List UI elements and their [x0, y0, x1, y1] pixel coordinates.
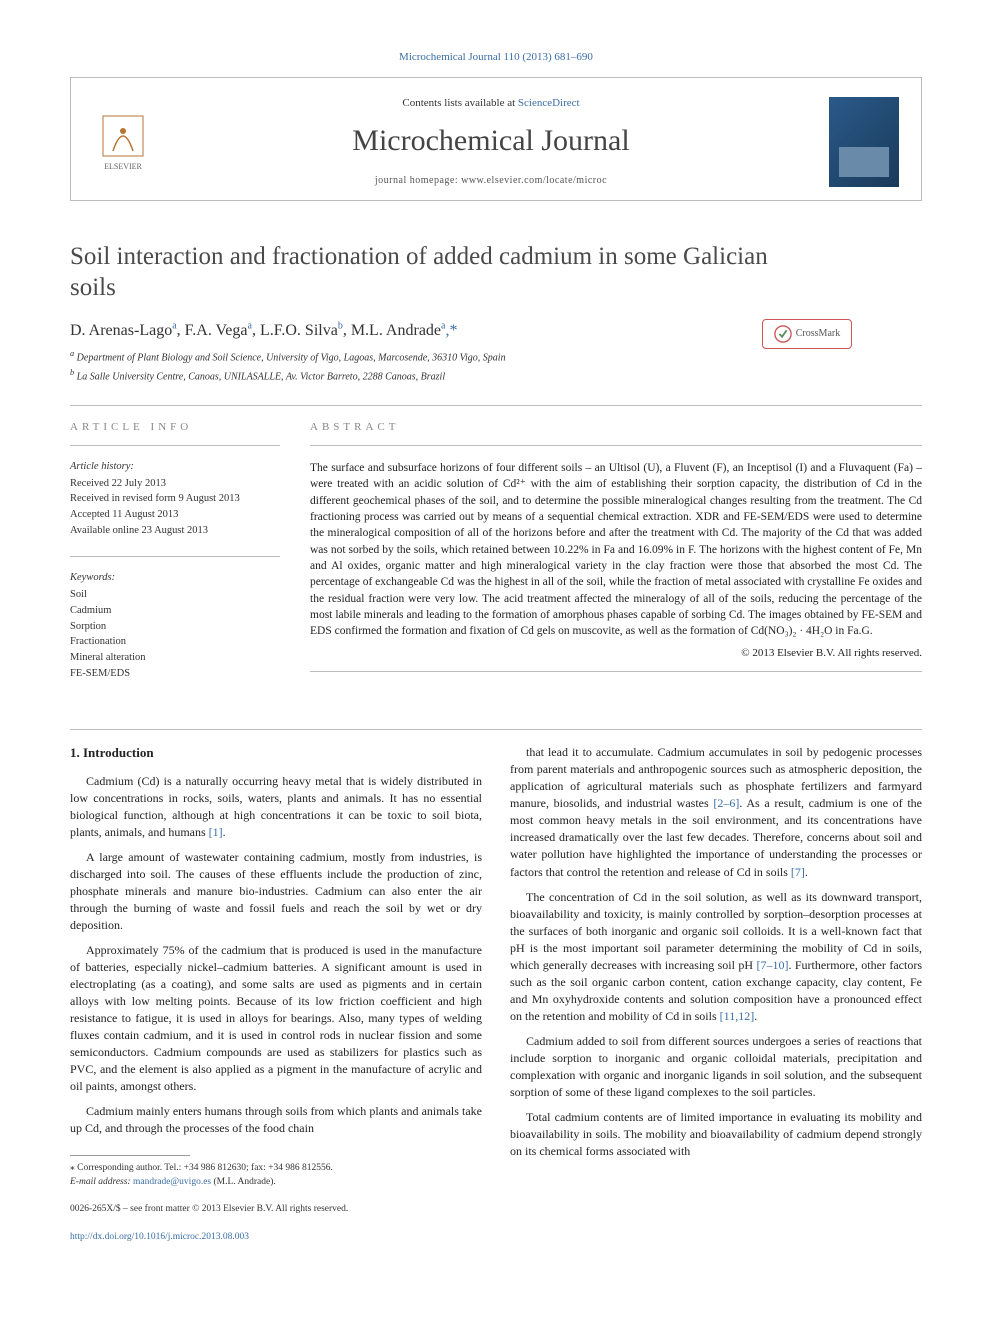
history-item: Received in revised form 9 August 2013 [70, 492, 280, 507]
keyword: Soil [70, 588, 280, 603]
keyword: FE-SEM/EDS [70, 667, 280, 682]
body-paragraph: Total cadmium contents are of limited im… [510, 1109, 922, 1160]
crossmark-label: CrossMark [796, 327, 840, 341]
author: D. Arenas-Lagoa [70, 322, 177, 339]
history-heading: Article history: [70, 460, 280, 475]
author: L.F.O. Silvab [260, 322, 343, 339]
contents-prefix: Contents lists available at [402, 97, 517, 109]
journal-header: ELSEVIER Contents lists available at Sci… [70, 77, 922, 200]
front-matter-line: 0026-265X/$ – see front matter © 2013 El… [70, 1203, 482, 1216]
body-paragraph: Approximately 75% of the cadmium that is… [70, 942, 482, 1095]
body-paragraph: that lead it to accumulate. Cadmium accu… [510, 744, 922, 880]
divider [310, 445, 922, 446]
section-heading: 1. Introduction [70, 744, 482, 762]
history-item: Available online 23 August 2013 [70, 524, 280, 539]
abstract-copyright: © 2013 Elsevier B.V. All rights reserved… [310, 646, 922, 661]
body-paragraph: Cadmium (Cd) is a naturally occurring he… [70, 773, 482, 841]
author: M.L. Andradea,* [351, 322, 458, 339]
contents-lists-line: Contents lists available at ScienceDirec… [153, 96, 829, 111]
keyword: Sorption [70, 620, 280, 635]
divider [310, 671, 922, 672]
body-paragraph: The concentration of Cd in the soil solu… [510, 889, 922, 1025]
article-info-label: ARTICLE INFO [70, 420, 280, 435]
divider [70, 729, 922, 730]
affiliation-a: a Department of Plant Biology and Soil S… [70, 348, 922, 365]
abstract-text: The surface and subsurface horizons of f… [310, 460, 922, 640]
divider [70, 445, 280, 446]
keyword: Fractionation [70, 635, 280, 650]
affiliations: a Department of Plant Biology and Soil S… [70, 348, 922, 385]
email-owner: (M.L. Andrade). [214, 1177, 276, 1187]
journal-homepage: journal homepage: www.elsevier.com/locat… [153, 174, 829, 188]
keyword: Cadmium [70, 604, 280, 619]
body-paragraph: Cadmium added to soil from different sou… [510, 1033, 922, 1101]
abstract-label: ABSTRACT [310, 420, 922, 435]
journal-name: Microchemical Journal [153, 120, 829, 162]
corresponding-author-note: ⁎ Corresponding author. Tel.: +34 986 81… [70, 1162, 482, 1189]
author: F.A. Vegaa [185, 322, 252, 339]
keywords-block: Keywords: Soil Cadmium Sorption Fraction… [70, 571, 280, 681]
journal-cover-thumb [829, 97, 899, 187]
email-label: E-mail address: [70, 1177, 131, 1187]
body-left-column: 1. Introduction Cadmium (Cd) is a natura… [70, 744, 482, 1244]
article-title: Soil interaction and fractionation of ad… [70, 241, 790, 304]
body-right-column: that lead it to accumulate. Cadmium accu… [510, 744, 922, 1244]
article-history: Article history: Received 22 July 2013 R… [70, 460, 280, 538]
corresponding-email-link[interactable]: mandrade@uvigo.es [133, 1177, 211, 1187]
keyword: Mineral alteration [70, 651, 280, 666]
body-paragraph: A large amount of wastewater containing … [70, 849, 482, 934]
footnote-rule [70, 1155, 190, 1156]
publisher-logo: ELSEVIER [93, 107, 153, 177]
history-item: Received 22 July 2013 [70, 477, 280, 492]
crossmark-badge[interactable]: CrossMark [762, 319, 852, 349]
divider [70, 405, 922, 406]
history-item: Accepted 11 August 2013 [70, 508, 280, 523]
divider [70, 556, 280, 557]
top-citation: Microchemical Journal 110 (2013) 681–690 [70, 50, 922, 65]
sciencedirect-link[interactable]: ScienceDirect [518, 97, 580, 109]
affiliation-b: b La Salle University Centre, Canoas, UN… [70, 367, 922, 384]
body-paragraph: Cadmium mainly enters humans through soi… [70, 1103, 482, 1137]
keywords-heading: Keywords: [70, 571, 280, 586]
doi-link[interactable]: http://dx.doi.org/10.1016/j.microc.2013.… [70, 1232, 249, 1242]
corr-tel-fax: ⁎ Corresponding author. Tel.: +34 986 81… [70, 1162, 482, 1175]
publisher-name: ELSEVIER [104, 161, 142, 172]
